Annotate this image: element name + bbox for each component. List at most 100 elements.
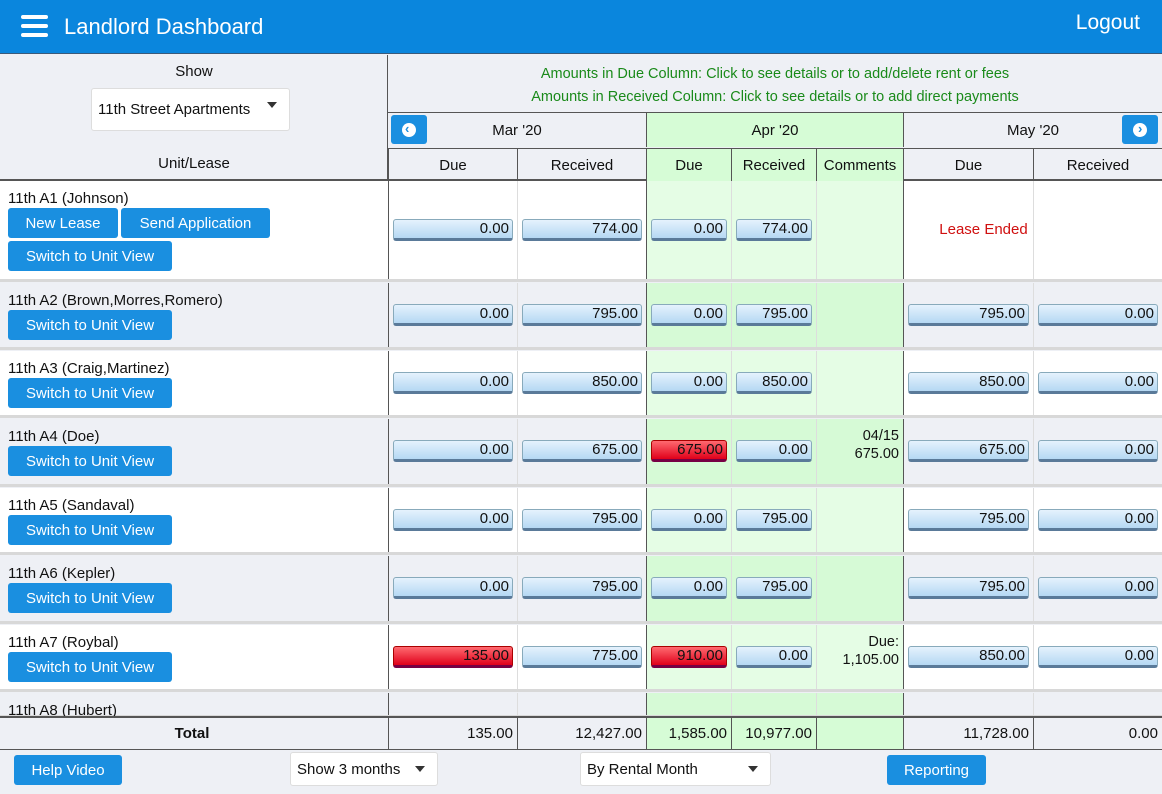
cell-mar-due: 0.00 — [388, 181, 517, 279]
amount-button[interactable]: 795.00 — [522, 509, 642, 531]
amount-button[interactable]: 0.00 — [651, 219, 727, 241]
amount-button[interactable]: 0.00 — [393, 440, 513, 462]
amount-button[interactable]: 795.00 — [736, 577, 812, 599]
chevron-left-icon: ‹ — [405, 121, 410, 136]
cell-mar-recv: 795.00 — [517, 556, 646, 621]
amount-button[interactable]: 850.00 — [908, 372, 1029, 394]
prev-month-button[interactable]: ‹ — [391, 115, 427, 144]
amount-button[interactable]: 850.00 — [736, 372, 812, 394]
amount-button[interactable]: 795.00 — [736, 304, 812, 326]
amount-button[interactable]: 0.00 — [393, 219, 513, 241]
switch-to-unit-view-button[interactable]: Switch to Unit View — [8, 515, 172, 545]
table-row: 11th A5 (Sandaval) Switch to Unit View 0.0… — [0, 488, 1162, 555]
comment-text: 04/15 675.00 — [854, 428, 899, 462]
months-select[interactable]: Show 3 months — [290, 752, 438, 786]
total-mar-received: 12,427.00 — [517, 718, 646, 749]
cell-mar-due: 0.00 — [388, 351, 517, 415]
dropdown-caret-icon — [267, 101, 277, 108]
lease-cell: 11th A3 (Craig,Martinez) Switch to Unit V… — [0, 351, 388, 415]
due-instruction: Amounts in Due Column: Click to see deta… — [540, 66, 1010, 82]
amount-button[interactable]: 675.00 — [522, 440, 642, 462]
cell-comment — [816, 488, 903, 552]
amount-button[interactable]: 774.00 — [522, 219, 642, 241]
switch-to-unit-view-button[interactable]: Switch to Unit View — [8, 652, 172, 682]
unit-lease-header: Unit/Lease — [158, 155, 230, 172]
overdue-amount-button[interactable]: 910.00 — [651, 646, 727, 668]
table-row: 11th A2 (Brown,Morres,Romero) Switch to U… — [0, 283, 1162, 350]
amount-button[interactable]: 0.00 — [1038, 646, 1158, 668]
amount-button[interactable]: 0.00 — [1038, 372, 1158, 394]
reporting-button[interactable]: Reporting — [887, 755, 986, 785]
amount-button[interactable]: 0.00 — [393, 509, 513, 531]
property-select[interactable]: 11th Street Apartments — [91, 88, 290, 131]
amount-button[interactable]: 0.00 — [736, 440, 812, 462]
instructions: Amounts in Due Column: Click to see deta… — [388, 63, 1162, 109]
lease-cell: 11th A1 (Johnson) New Lease Send Applicat… — [0, 181, 388, 279]
help-video-button[interactable]: Help Video — [14, 755, 122, 785]
amount-button[interactable]: 0.00 — [393, 577, 513, 599]
amount-button[interactable]: 0.00 — [393, 304, 513, 326]
cell-may-due: 850.00 — [903, 351, 1033, 415]
amount-button[interactable]: 795.00 — [522, 577, 642, 599]
cell-mar-due: 0.00 — [388, 419, 517, 484]
next-month-button[interactable]: › — [1122, 115, 1158, 144]
amount-button[interactable]: 0.00 — [1038, 440, 1158, 462]
cell-may-due: Lease Ended — [903, 181, 1033, 279]
table-header: Show 11th Street Apartments Unit/Lease A… — [0, 55, 1162, 181]
overdue-amount-button[interactable]: 675.00 — [651, 440, 727, 462]
amount-button[interactable]: 0.00 — [1038, 304, 1158, 326]
send-application-button[interactable]: Send Application — [121, 208, 270, 238]
amount-button[interactable]: 675.00 — [908, 440, 1029, 462]
cell-mar-recv: 775.00 — [517, 625, 646, 689]
top-bar: Landlord Dashboard Logout — [0, 0, 1162, 54]
cell-mar-due — [388, 693, 517, 715]
cell-may-due — [903, 693, 1033, 715]
amount-button[interactable]: 0.00 — [1038, 509, 1158, 531]
new-lease-button[interactable]: New Lease — [8, 208, 118, 238]
amount-button[interactable]: 795.00 — [522, 304, 642, 326]
amount-button[interactable]: 0.00 — [651, 304, 727, 326]
cell-may-recv: 0.00 — [1033, 283, 1162, 347]
switch-to-unit-view-button[interactable]: Switch to Unit View — [8, 378, 172, 408]
table-row: 11th A4 (Doe) Switch to Unit View 0.00 675.… — [0, 419, 1162, 487]
comment-text: Due: 1,105.00 — [842, 634, 899, 668]
amount-button[interactable]: 0.00 — [651, 372, 727, 394]
cell-comment — [816, 693, 903, 715]
lease-name: 11th A6 (Kepler) — [8, 565, 116, 582]
overdue-amount-button[interactable]: 135.00 — [393, 646, 513, 668]
lease-name: 11th A7 (Roybal) — [8, 634, 119, 651]
table-row: 11th A1 (Johnson) New Lease Send Applicat… — [0, 181, 1162, 282]
switch-to-unit-view-button[interactable]: Switch to Unit View — [8, 583, 172, 613]
amount-button[interactable]: 795.00 — [908, 577, 1029, 599]
cell-apr-recv: 774.00 — [731, 181, 816, 279]
amount-button[interactable]: 850.00 — [908, 646, 1029, 668]
cell-mar-due: 0.00 — [388, 556, 517, 621]
cell-mar-recv: 774.00 — [517, 181, 646, 279]
cell-mar-recv: 675.00 — [517, 419, 646, 484]
lease-cell: 11th A7 (Roybal) Switch to Unit View — [0, 625, 388, 689]
switch-to-unit-view-button[interactable]: Switch to Unit View — [8, 446, 172, 476]
lease-name: 11th A8 (Hubert) — [8, 702, 117, 719]
lease-cell: 11th A8 (Hubert) — [0, 693, 388, 719]
switch-to-unit-view-button[interactable]: Switch to Unit View — [8, 241, 172, 271]
amount-button[interactable]: 0.00 — [651, 577, 727, 599]
logout-link[interactable]: Logout — [1075, 11, 1140, 34]
amount-button[interactable]: 774.00 — [736, 219, 812, 241]
total-may-received: 0.00 — [1033, 718, 1162, 749]
amount-button[interactable]: 0.00 — [651, 509, 727, 531]
amount-button[interactable]: 0.00 — [393, 372, 513, 394]
lease-cell: 11th A5 (Sandaval) Switch to Unit View — [0, 488, 388, 552]
cell-may-recv: 0.00 — [1033, 351, 1162, 415]
amount-button[interactable]: 795.00 — [908, 509, 1029, 531]
amount-button[interactable]: 795.00 — [736, 509, 812, 531]
amount-button[interactable]: 0.00 — [736, 646, 812, 668]
chevron-right-icon: › — [1138, 121, 1143, 136]
amount-button[interactable]: 795.00 — [908, 304, 1029, 326]
hamburger-menu-icon[interactable] — [21, 15, 48, 37]
switch-to-unit-view-button[interactable]: Switch to Unit View — [8, 310, 172, 340]
cell-comment: Due: 1,105.00 — [816, 625, 903, 689]
amount-button[interactable]: 0.00 — [1038, 577, 1158, 599]
amount-button[interactable]: 775.00 — [522, 646, 642, 668]
grouping-select[interactable]: By Rental Month — [580, 752, 771, 786]
amount-button[interactable]: 850.00 — [522, 372, 642, 394]
